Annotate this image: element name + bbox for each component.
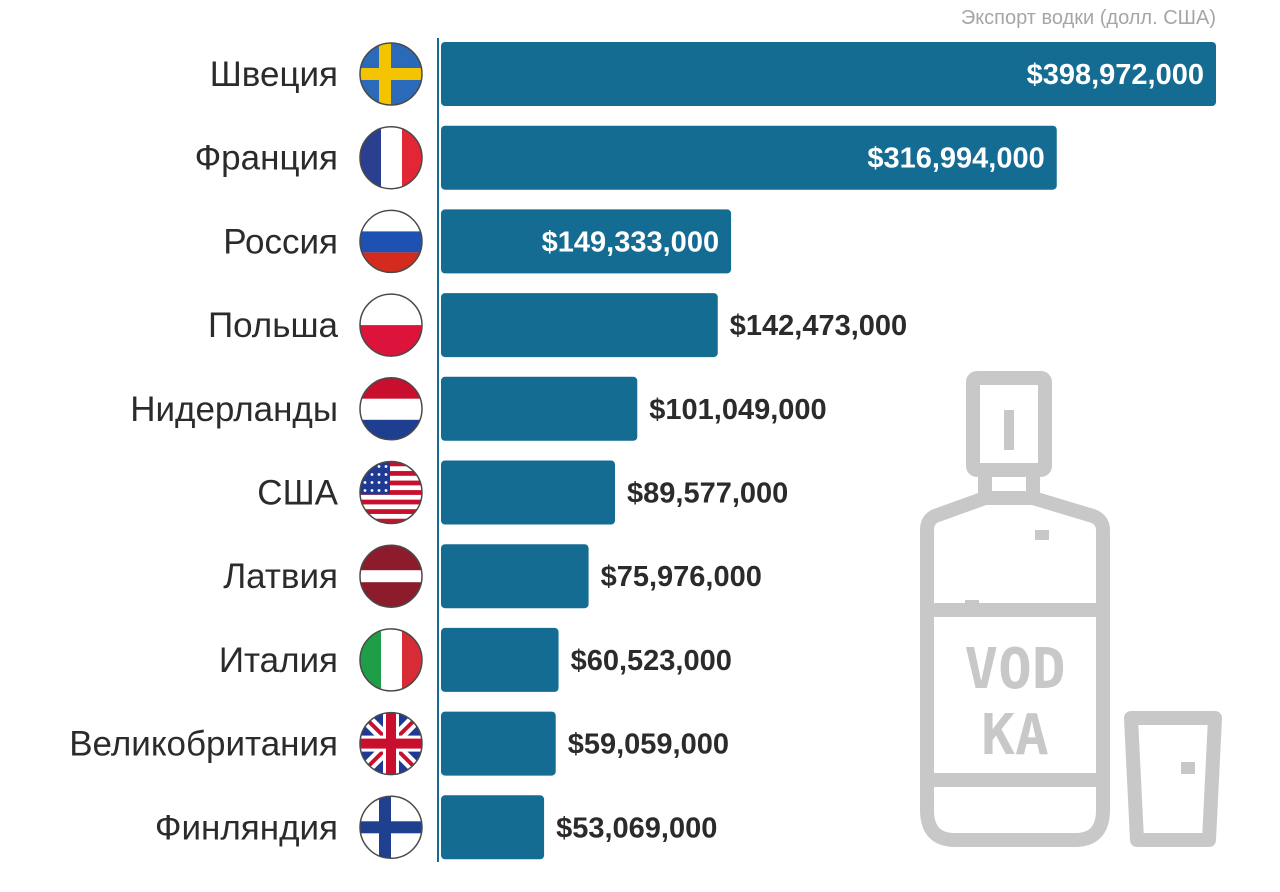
bar-2 <box>441 209 732 274</box>
category-label-5: США <box>257 474 338 513</box>
category-label-0: Швеция <box>210 55 338 94</box>
italy-flag <box>359 628 423 692</box>
category-label-6: Латвия <box>223 557 338 596</box>
value-label-7: $60,523,000 <box>571 645 732 677</box>
bar-4 <box>441 376 638 441</box>
value-label-9: $53,069,000 <box>556 812 717 844</box>
bar-7 <box>441 627 559 692</box>
bar-1 <box>441 125 1057 190</box>
chart-title: Экспорт водки (долл. США) <box>961 7 1216 29</box>
usa-flag <box>359 460 423 525</box>
vodka-bottle-icon: VOD KA <box>920 371 1222 847</box>
bar-8 <box>441 711 556 776</box>
value-label-0: $398,972,000 <box>1027 59 1204 91</box>
bar-3 <box>441 293 718 358</box>
value-label-8: $59,059,000 <box>568 729 729 761</box>
sweden-flag <box>359 42 423 106</box>
uk-flag <box>359 711 423 776</box>
latvia-flag <box>359 544 423 608</box>
poland-flag <box>359 293 423 357</box>
value-label-5: $89,577,000 <box>627 478 788 510</box>
vodka-label-line2: KA <box>981 703 1048 768</box>
category-label-7: Италия <box>219 641 338 680</box>
value-label-2: $149,333,000 <box>542 226 719 258</box>
category-label-4: Нидерланды <box>130 390 338 429</box>
value-label-3: $142,473,000 <box>730 310 907 342</box>
category-label-1: Франция <box>195 139 338 178</box>
category-label-3: Польша <box>208 306 339 345</box>
value-label-1: $316,994,000 <box>867 143 1044 175</box>
bar-6 <box>441 544 589 609</box>
category-label-2: Россия <box>223 222 338 261</box>
netherlands-flag <box>359 377 423 441</box>
bar-9 <box>441 795 545 860</box>
category-label-9: Финляндия <box>155 808 338 847</box>
category-label-8: Великобритания <box>69 725 338 764</box>
bar-0 <box>441 42 1216 106</box>
finland-flag <box>359 795 423 860</box>
vodka-label-line1: VOD <box>964 637 1065 702</box>
france-flag <box>359 125 423 190</box>
value-label-6: $75,976,000 <box>601 561 762 593</box>
russia-flag <box>359 209 423 274</box>
bar-5 <box>441 460 616 525</box>
value-label-4: $101,049,000 <box>649 394 826 426</box>
